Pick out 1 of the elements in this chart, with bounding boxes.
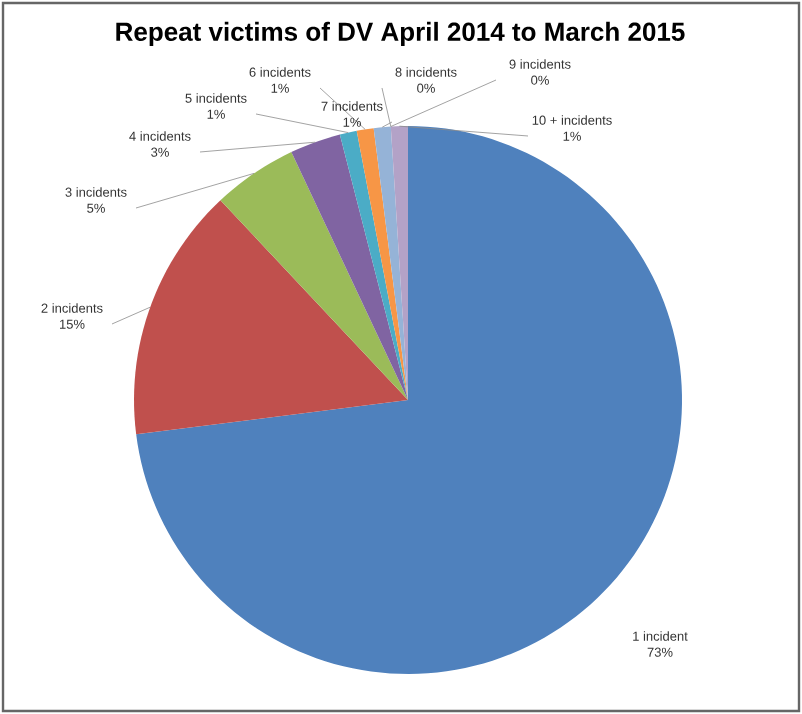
chart-title: Repeat victims of DV April 2014 to March 2015 [116, 21, 685, 47]
